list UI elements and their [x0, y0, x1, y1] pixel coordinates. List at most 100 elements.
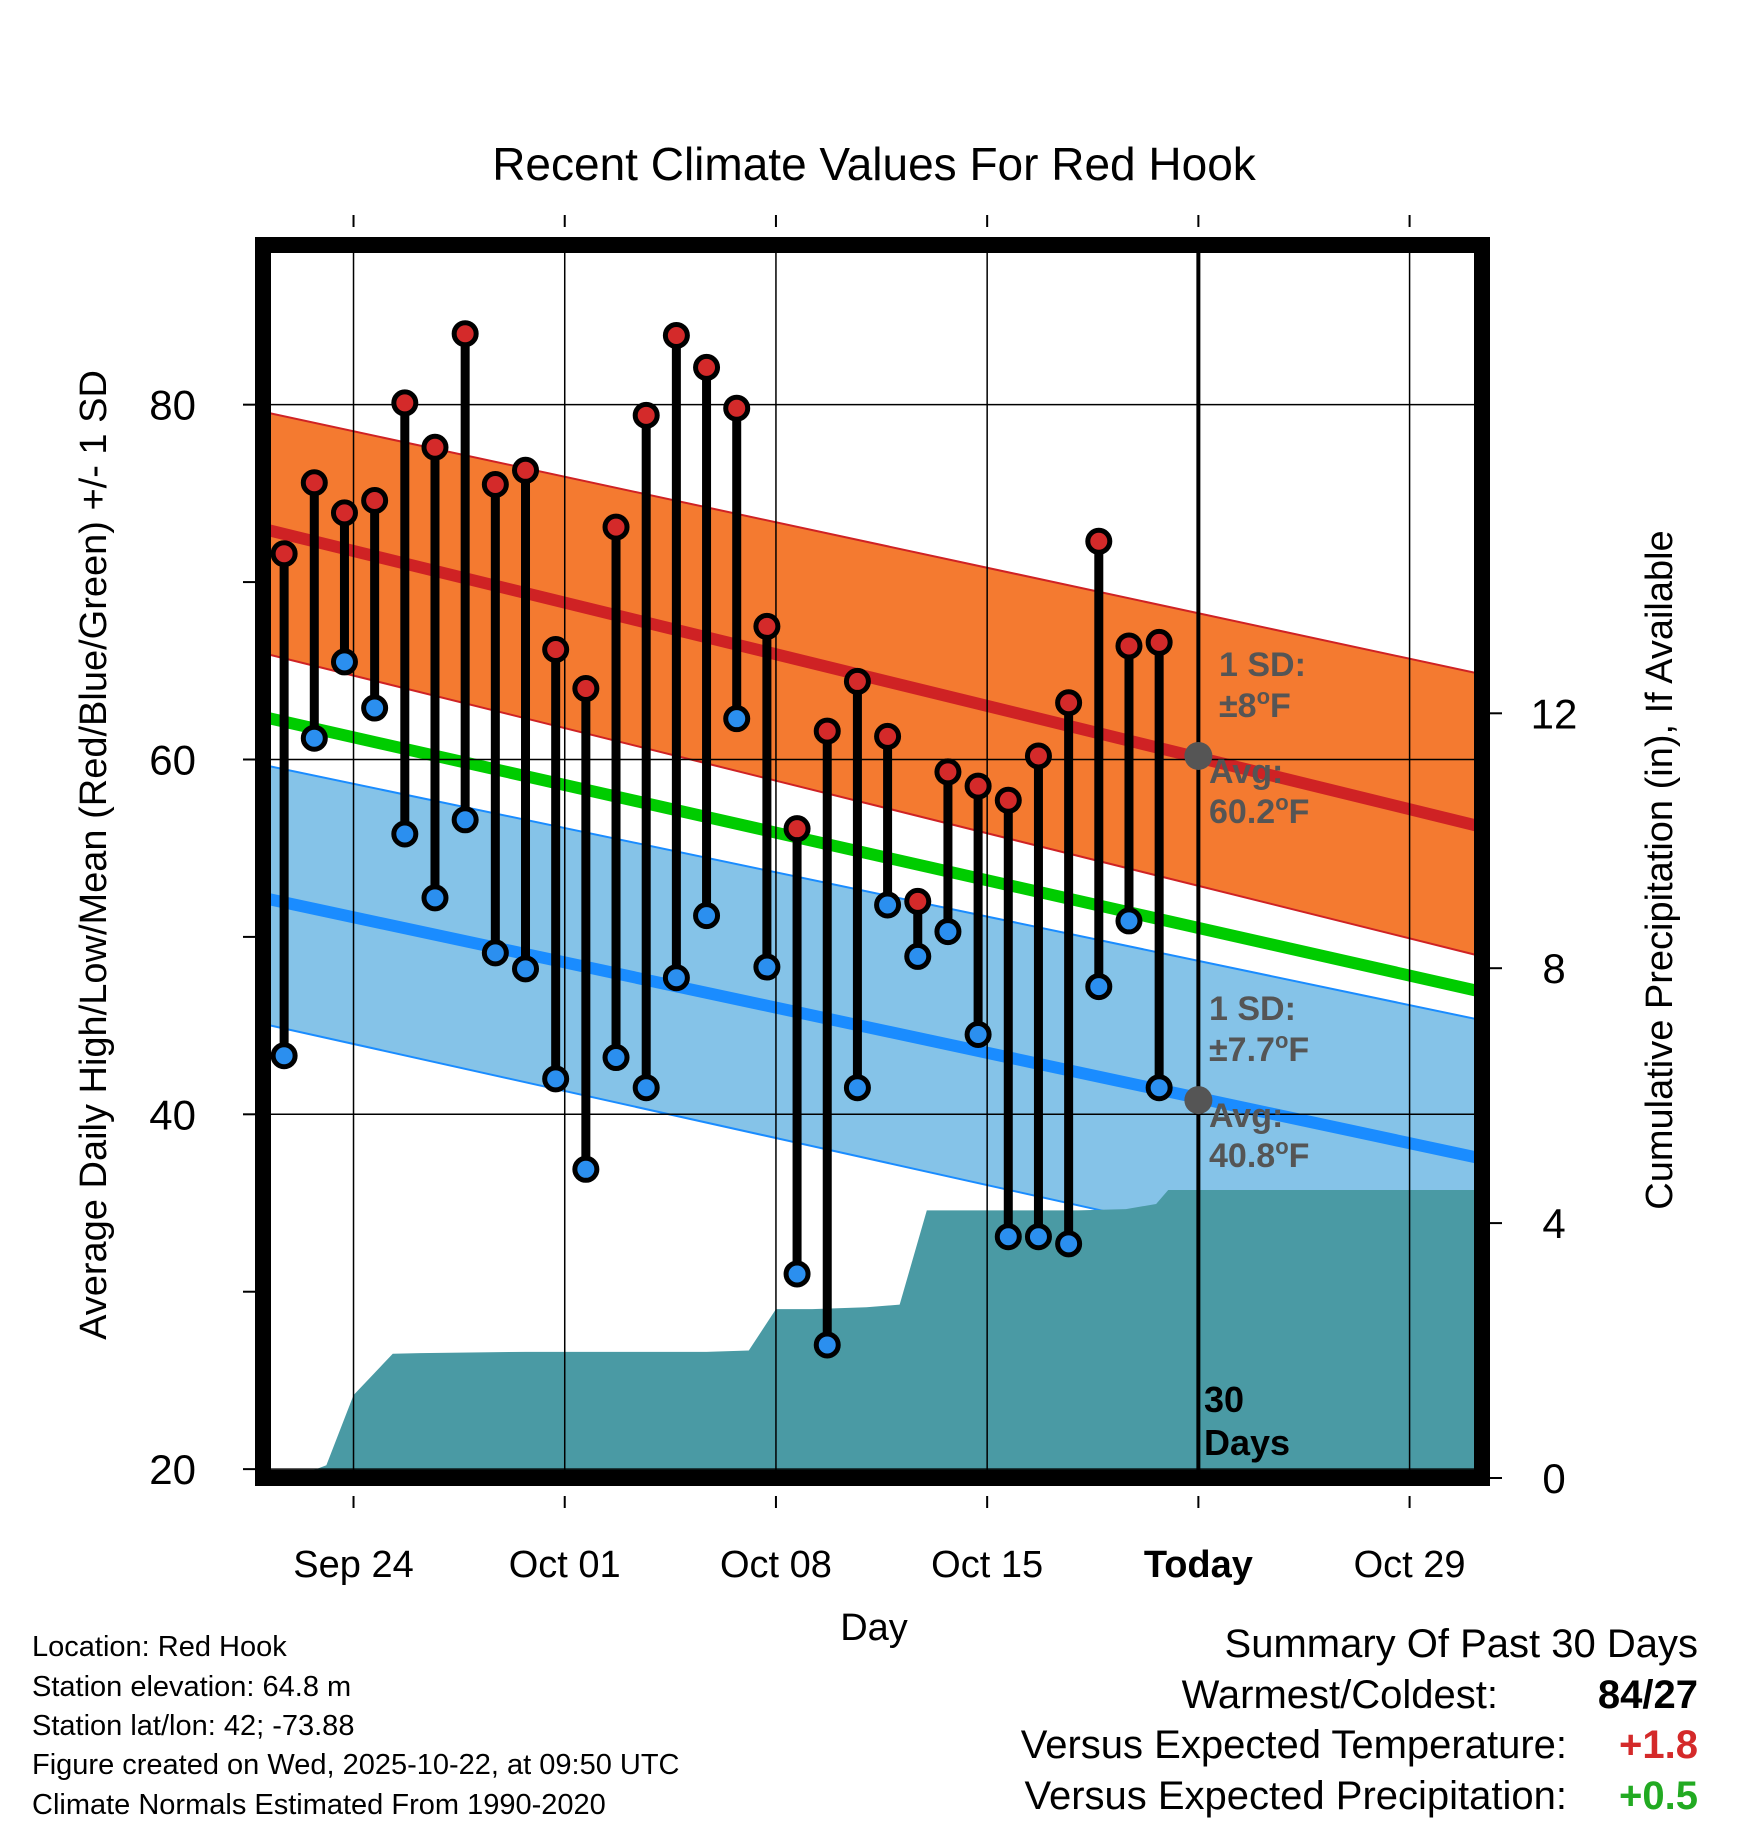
daily-high-point: [300, 469, 328, 497]
daily-high-point: [813, 717, 841, 745]
today-avg-high-marker: [1184, 741, 1213, 770]
x-tick-label: Oct 08: [720, 1544, 832, 1586]
daily-low-point: [813, 1331, 841, 1359]
daily-high-point: [1085, 527, 1113, 555]
daily-high-point: [602, 513, 630, 541]
summary-title: Summary Of Past 30 Days: [1224, 1622, 1698, 1666]
x-tick-label: Today: [1144, 1544, 1253, 1586]
daily-high-point: [542, 635, 570, 663]
daily-high-point: [451, 320, 479, 348]
daily-high-point: [270, 540, 298, 568]
meta-created: Figure created on Wed, 2025-10-22, at 09…: [32, 1749, 680, 1781]
daily-high-point: [693, 353, 721, 381]
x-tick-label: Oct 01: [509, 1544, 621, 1586]
precip-area: [263, 1189, 1482, 1478]
daily-high-point: [572, 675, 600, 703]
daily-high-point: [783, 815, 811, 843]
daily-low-point: [662, 964, 690, 992]
low-avg-value: 40.8oF: [1209, 1134, 1309, 1175]
y-tick-label: 60: [149, 736, 196, 783]
daily-high-point: [662, 321, 690, 349]
chart-title: Recent Climate Values For Red Hook: [492, 138, 1257, 190]
y2-tick-label: 0: [1542, 1455, 1565, 1502]
y-tick-label: 80: [149, 382, 196, 429]
daily-high-point: [843, 667, 871, 695]
daily-high-point: [1024, 742, 1052, 770]
summary-warmest-label: Warmest/Coldest:: [1181, 1673, 1498, 1717]
daily-high-point: [723, 394, 751, 422]
today-avg-low-marker: [1184, 1086, 1213, 1115]
y2-axis-label: Cumulative Precipitation (in), If Availa…: [1639, 530, 1681, 1209]
plot-frame: [255, 237, 1490, 1486]
daily-low-point: [783, 1260, 811, 1288]
x-tick-label: Oct 15: [931, 1544, 1043, 1586]
daily-low-point: [843, 1074, 871, 1102]
y-tick-label: 40: [149, 1091, 196, 1138]
summary-temp-label: Versus Expected Temperature:: [1020, 1723, 1567, 1767]
daily-high-point: [994, 786, 1022, 814]
daily-low-point: [602, 1044, 630, 1072]
daily-low-point: [361, 694, 389, 722]
daily-high-point: [753, 612, 781, 640]
plot-area: [263, 245, 1482, 1478]
high-sd-label: 1 SD:: [1219, 646, 1306, 684]
daily-low-point: [270, 1042, 298, 1070]
x-axis-label: Day: [840, 1607, 908, 1649]
daily-high-point: [964, 772, 992, 800]
low-sd-value: ±7.7oF: [1209, 1028, 1309, 1069]
period-label-days: Days: [1204, 1422, 1290, 1463]
daily-low-point: [874, 891, 902, 919]
daily-low-point: [994, 1223, 1022, 1251]
normal-low-line: [263, 892, 1482, 1165]
y2-tick-label: 4: [1542, 1200, 1565, 1247]
daily-low-point: [330, 648, 358, 676]
daily-low-point: [1115, 907, 1143, 935]
daily-low-point: [300, 724, 328, 752]
daily-low-point: [512, 955, 540, 983]
high-sd-value: ±8oF: [1219, 684, 1291, 725]
daily-low-point: [934, 918, 962, 946]
daily-high-point: [904, 887, 932, 915]
high-avg-label: Avg:: [1209, 753, 1283, 791]
daily-low-point: [964, 1020, 992, 1048]
daily-low-point: [542, 1065, 570, 1093]
low-sd-label: 1 SD:: [1209, 990, 1296, 1028]
high-avg-value: 60.2oF: [1209, 790, 1309, 831]
daily-low-point: [451, 806, 479, 834]
daily-low-point: [421, 884, 449, 912]
x-tick-label: Sep 24: [293, 1544, 413, 1586]
daily-low-point: [481, 939, 509, 967]
daily-low-point: [693, 902, 721, 930]
period-label-number: 30: [1204, 1379, 1244, 1420]
daily-high-point: [934, 758, 962, 786]
daily-high-point: [421, 433, 449, 461]
daily-high-point: [361, 486, 389, 514]
daily-high-point: [874, 722, 902, 750]
summary-warmest-value: 84/27: [1597, 1673, 1698, 1717]
meta-location: Location: Red Hook: [32, 1631, 287, 1663]
x-tick-label: Oct 29: [1354, 1544, 1466, 1586]
daily-low-point: [632, 1074, 660, 1102]
summary-precip-value: +0.5: [1619, 1774, 1698, 1818]
daily-high-point: [481, 471, 509, 499]
daily-low-point: [1145, 1074, 1173, 1102]
y-tick-label: 20: [149, 1446, 196, 1493]
meta-elevation: Station elevation: 64.8 m: [32, 1671, 352, 1703]
daily-low-point: [904, 942, 932, 970]
y2-tick-label: 12: [1531, 690, 1578, 737]
daily-high-point: [1145, 628, 1173, 656]
summary-temp-value: +1.8: [1619, 1723, 1698, 1767]
meta-latlon: Station lat/lon: 42; -73.88: [32, 1710, 355, 1742]
y2-tick-label: 8: [1542, 945, 1565, 992]
daily-low-point: [1085, 973, 1113, 1001]
meta-normals: Climate Normals Estimated From 1990-2020: [32, 1789, 606, 1821]
daily-low-point: [572, 1155, 600, 1183]
daily-high-point: [1055, 689, 1083, 717]
daily-low-point: [1024, 1223, 1052, 1251]
daily-high-point: [632, 401, 660, 429]
high-sd-band: [263, 410, 1482, 958]
low-avg-label: Avg:: [1209, 1097, 1283, 1135]
daily-low-point: [391, 820, 419, 848]
daily-high-point: [391, 389, 419, 417]
